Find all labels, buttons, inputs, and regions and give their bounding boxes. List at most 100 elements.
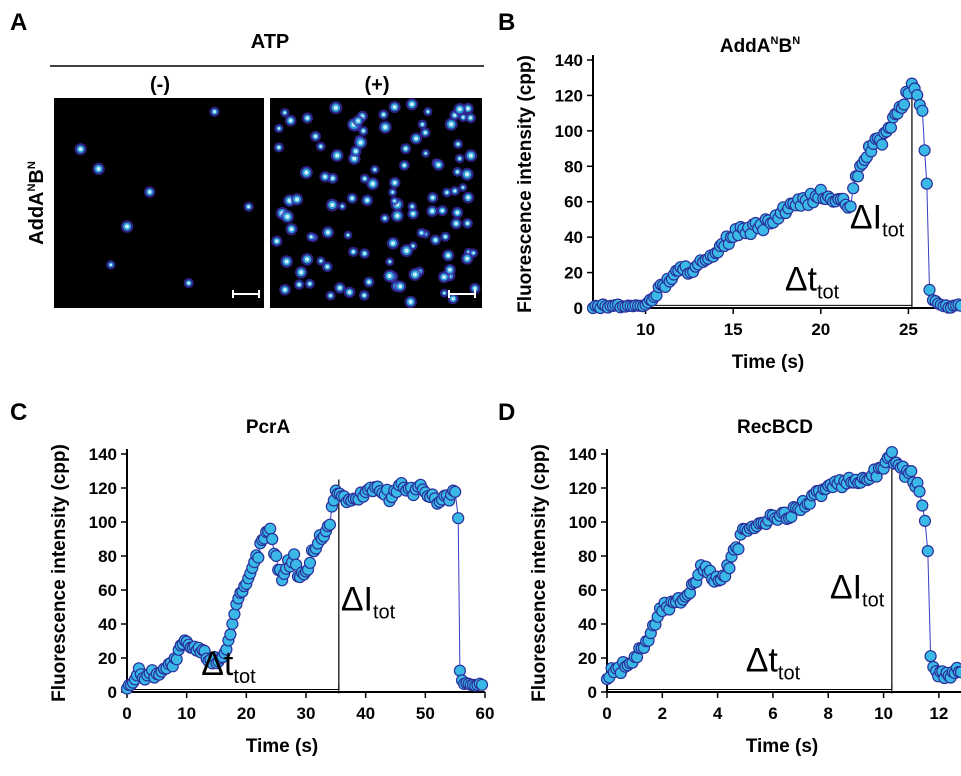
x-tick-label: 40 (356, 704, 375, 723)
spot-core (473, 286, 477, 291)
chart-title: PcrA (246, 417, 291, 438)
spot-core (125, 224, 130, 229)
data-point (288, 548, 301, 561)
spot-core (436, 163, 441, 167)
panel-letter-d: D (498, 399, 515, 426)
spot-core (352, 156, 357, 161)
spot-core (443, 235, 447, 239)
y-tick-label: 40 (98, 615, 117, 634)
spot-core (449, 122, 454, 127)
spot-core (433, 238, 438, 242)
y-tick-label: 0 (588, 683, 597, 702)
spot-core (319, 145, 323, 148)
chart-pcra: PcrA 0 20 40 60 80 100 120 140 0 10 20 30 40 50 60 Time … (49, 417, 494, 757)
di-symbol: ΔI (341, 580, 373, 618)
spot-core (277, 146, 281, 149)
spot-core (361, 129, 365, 133)
spot-core (295, 197, 299, 202)
data-point (954, 666, 961, 679)
panel-letter-b: B (498, 9, 515, 36)
y-tick-label: 40 (578, 615, 597, 634)
spot-core (373, 168, 377, 171)
y-tick-label: 40 (564, 228, 583, 247)
spot-core (391, 241, 396, 246)
row-label-sup2: N (26, 161, 38, 169)
spot-core (325, 230, 330, 235)
spot-core (299, 270, 304, 275)
dt-subscript: tot (817, 281, 840, 303)
di-annotation: ΔItot (341, 580, 396, 623)
x-tick-label: 15 (724, 320, 743, 339)
spot-core (421, 123, 424, 126)
data-point (453, 664, 466, 677)
x-tick-label: 10 (177, 704, 196, 723)
spot-core (461, 115, 465, 119)
spot-core (304, 170, 309, 175)
data-point (228, 608, 241, 621)
spot-core (442, 275, 446, 279)
spot-core (275, 239, 279, 243)
spot-core (395, 213, 400, 218)
spot-core (247, 205, 251, 209)
spot-core (392, 105, 397, 109)
title-main: AddA (720, 36, 771, 57)
spot-core (305, 257, 310, 262)
di-annotation: ΔItot (830, 569, 885, 612)
panel-letter-a: A (10, 9, 27, 36)
spot-core (341, 205, 344, 208)
dt-annotation: Δttot (201, 645, 256, 688)
spot-core (305, 116, 310, 120)
y-tick-label: 20 (98, 649, 117, 668)
spot-core (283, 287, 287, 292)
data-point (918, 514, 932, 528)
data-point (916, 104, 929, 117)
spot-core (458, 157, 461, 160)
di-symbol: ΔI (830, 569, 862, 607)
spot-core (335, 153, 340, 158)
x-tick-label: 60 (476, 704, 495, 723)
y-tick-label: 20 (564, 264, 583, 283)
y-tick-label: 0 (574, 299, 583, 318)
spot-core (285, 214, 290, 219)
x-axis-label: Time (s) (732, 352, 805, 373)
x-tick-label: 10 (636, 320, 655, 339)
panel-letter-c: C (10, 399, 27, 426)
spot-core (456, 142, 460, 146)
y-tick-label: 0 (108, 683, 117, 702)
y-axis-label: Fluorescence intensity (cpp) (529, 444, 550, 702)
spot-core (393, 199, 396, 203)
spot-core (466, 106, 470, 111)
x-tick-label: 0 (602, 704, 611, 723)
x-tick-label: 12 (929, 704, 948, 723)
spot-core (445, 191, 449, 194)
spot-core (443, 291, 446, 295)
data-point (475, 678, 489, 691)
spot-core (331, 176, 335, 180)
spot-core (404, 248, 409, 253)
spots-minus (74, 106, 254, 289)
data-point (844, 200, 857, 213)
spot-core (423, 131, 427, 135)
spot-core (356, 119, 360, 123)
spot-core (383, 125, 388, 130)
series-line (592, 82, 961, 309)
data-point (266, 532, 279, 546)
spot-core (297, 283, 301, 287)
dt-subscript: tot (778, 663, 801, 685)
spot-core (330, 202, 335, 208)
spot-core (309, 235, 313, 239)
spot-core (453, 189, 457, 193)
spot-core (387, 273, 392, 279)
data-point (884, 121, 898, 134)
data-point (323, 518, 336, 531)
spot-core (333, 105, 338, 110)
y-tick-label: 60 (564, 193, 583, 212)
data-point (875, 138, 889, 151)
y-tick-label: 140 (89, 445, 117, 464)
data-point (224, 628, 237, 641)
micrograph-minus-atp (54, 98, 264, 308)
chart-recbcd: RecBCD 0 20 40 60 80 100 120 140 0 2 4 6 8 10 12 Time (s… (529, 417, 961, 757)
data-point (913, 485, 926, 498)
spot-core (347, 290, 352, 295)
